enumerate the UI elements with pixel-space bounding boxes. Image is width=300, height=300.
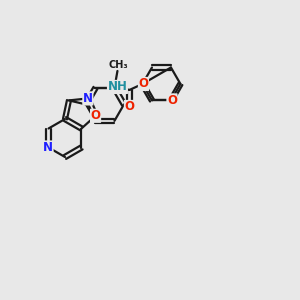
Text: O: O [91, 109, 100, 122]
Text: O: O [124, 100, 134, 113]
Text: O: O [167, 94, 177, 107]
Text: NH: NH [107, 80, 128, 94]
Text: N: N [83, 92, 93, 105]
Text: O: O [139, 77, 148, 91]
Text: CH₃: CH₃ [109, 60, 128, 70]
Text: N: N [43, 141, 53, 154]
